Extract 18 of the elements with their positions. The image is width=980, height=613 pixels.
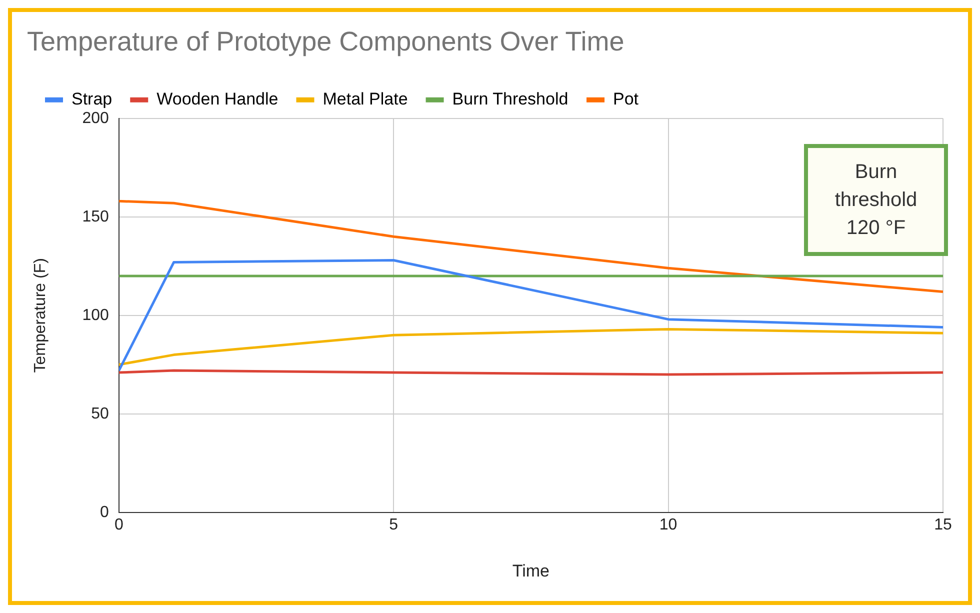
legend-label: Pot <box>613 90 639 109</box>
y-tick-label: 50 <box>91 405 109 422</box>
y-tick-label: 150 <box>82 208 109 226</box>
x-axis-title: Time <box>512 561 550 580</box>
annotation: Burn threshold 120 °F <box>804 144 948 256</box>
y-tick-label: 100 <box>82 306 109 324</box>
x-tick-label: 15 <box>934 516 952 534</box>
y-axis-title: Temperature (F) <box>32 258 50 373</box>
x-tick-label: 0 <box>114 516 124 534</box>
y-tick-label: 200 <box>82 110 109 127</box>
x-tick-label: 10 <box>659 516 678 534</box>
y-tick-label: 0 <box>100 504 109 521</box>
legend-label: Wooden Handle <box>156 90 278 109</box>
legend-label: Burn Threshold <box>452 90 568 109</box>
legend-label: Strap <box>72 90 112 109</box>
chart-title: Temperature of Prototype Components Over Time <box>27 26 624 57</box>
legend-label: Metal Plate <box>322 90 408 109</box>
x-tick-label: 5 <box>389 516 398 534</box>
